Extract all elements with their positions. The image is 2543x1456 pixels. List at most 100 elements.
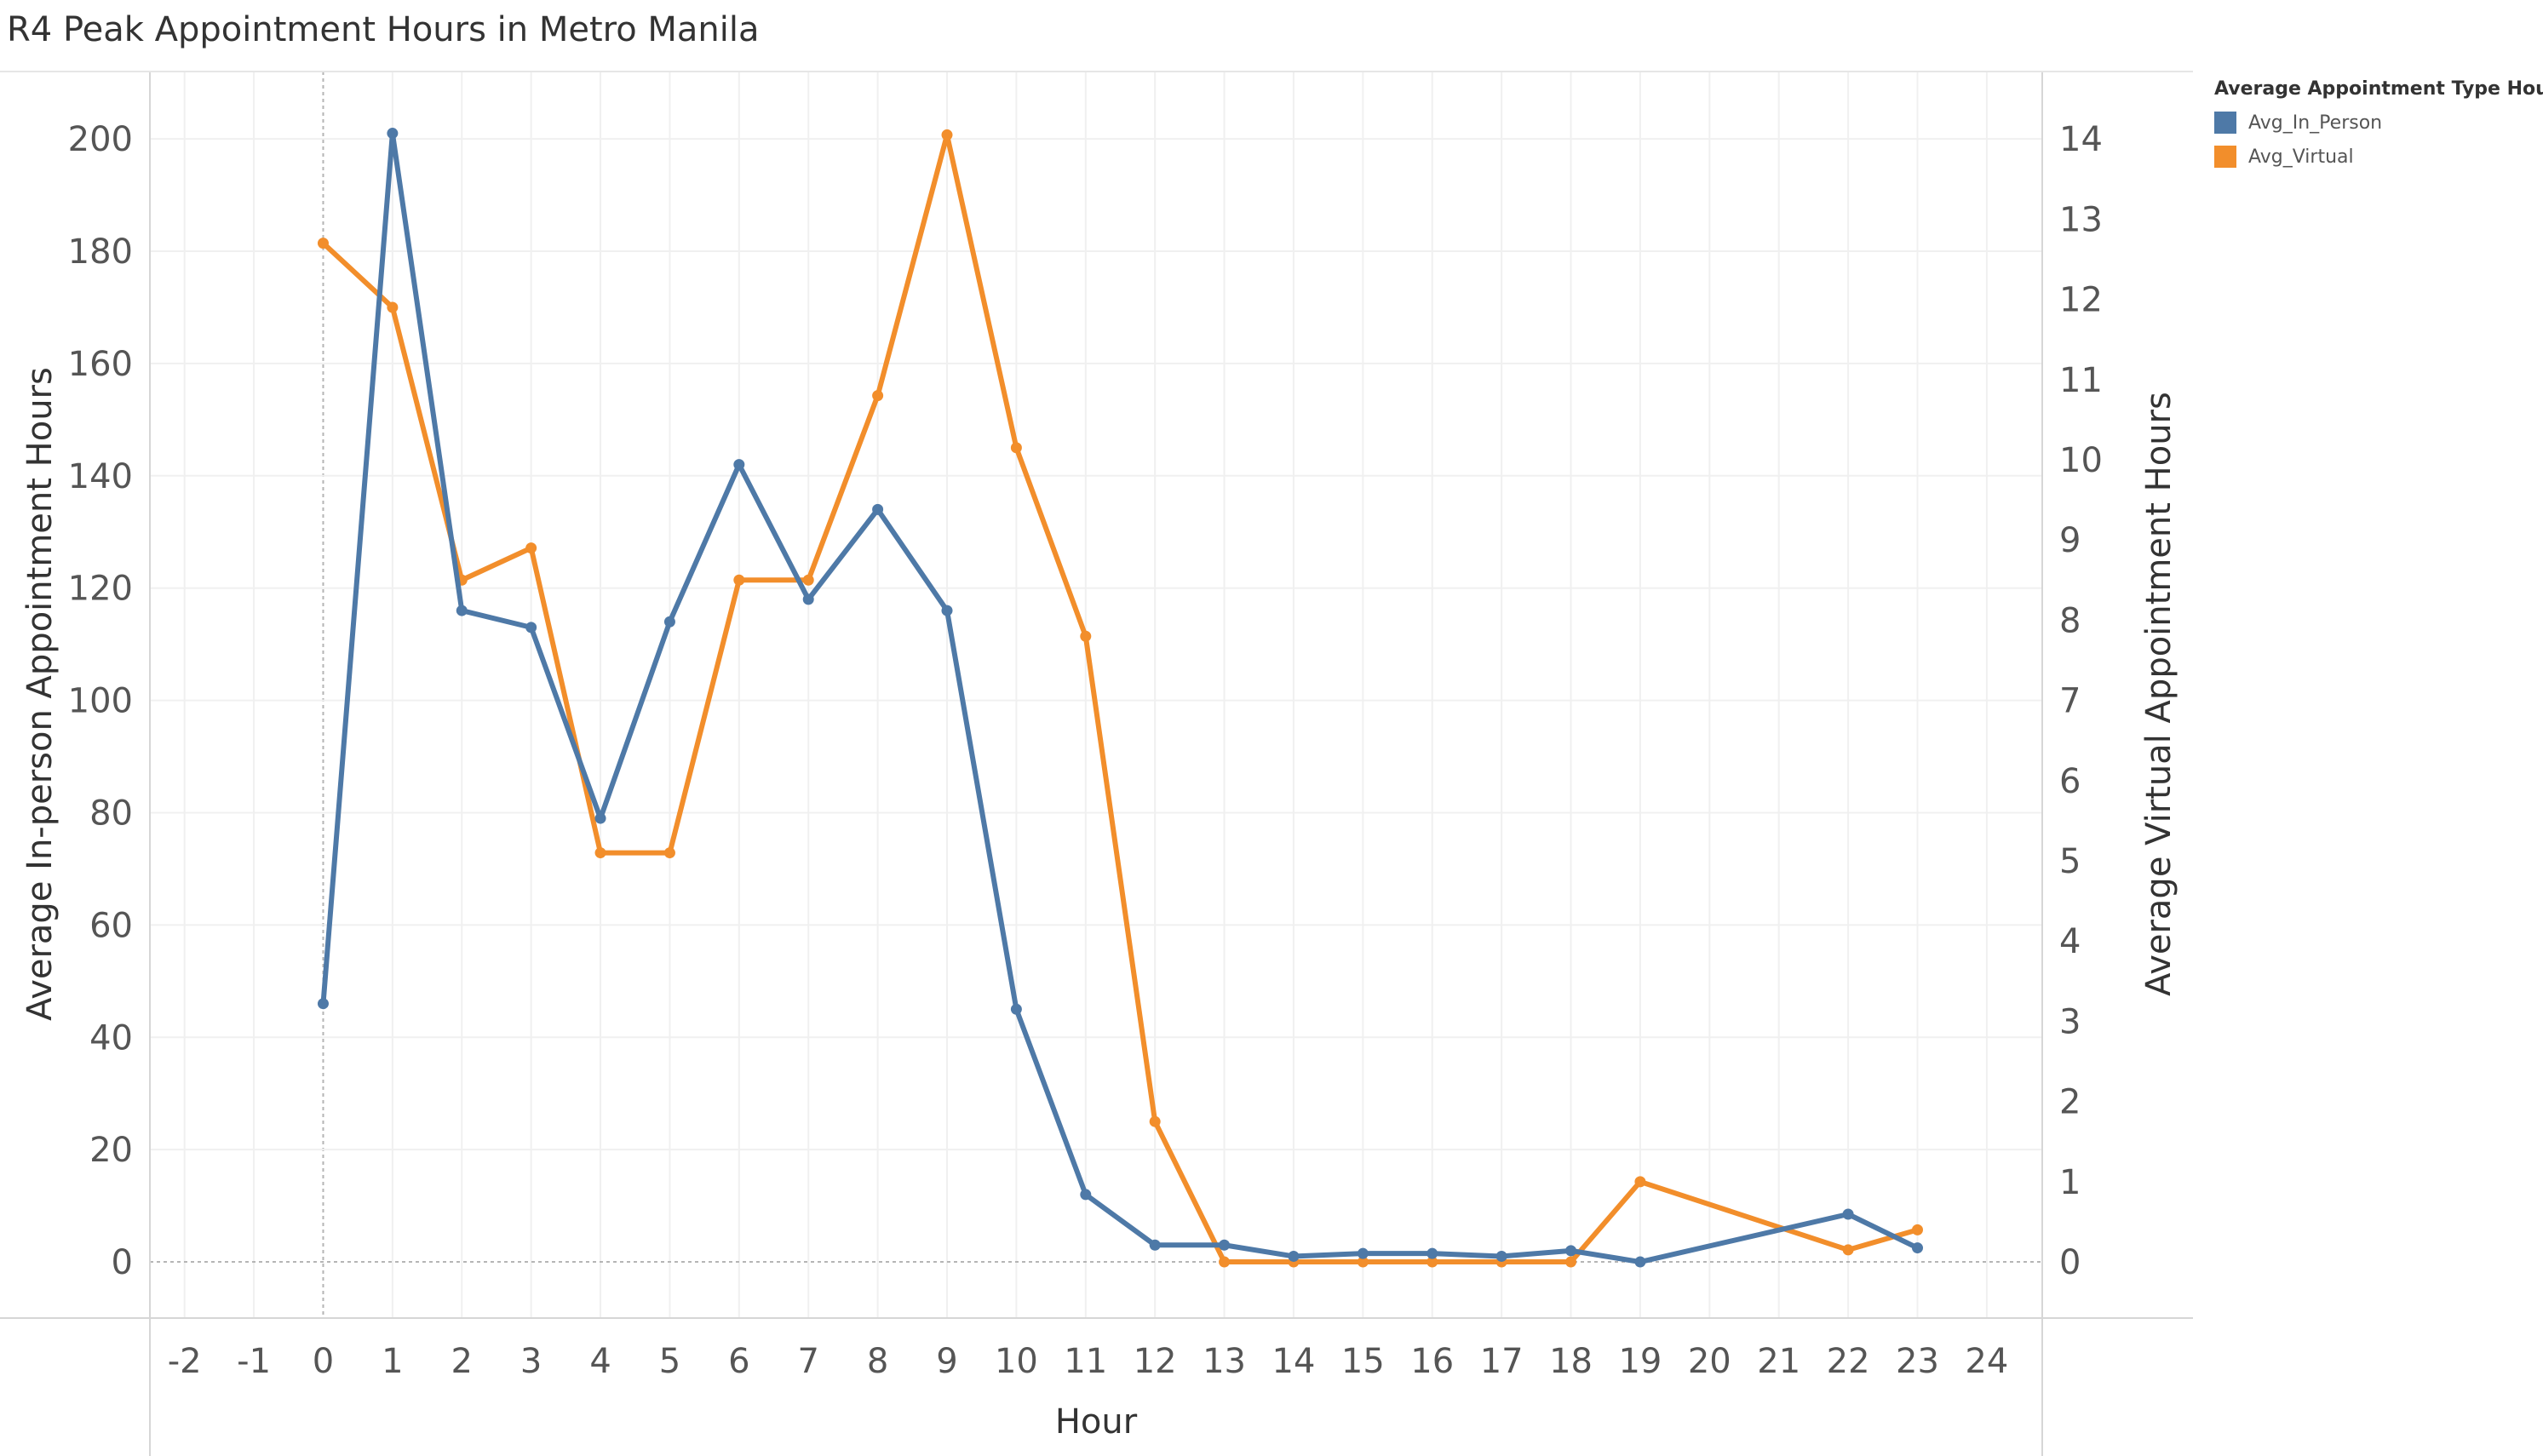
y-axis-left-label: Average In-person Appointment Hours [20,367,60,1021]
data-point-avg-virtual [663,847,675,859]
x-tick-label: 10 [995,1342,1038,1381]
y-left-tick-label: 40 [89,1018,133,1058]
data-point-avg-in-person [317,998,329,1010]
y-left-tick-label: 60 [89,906,133,945]
x-tick-label: 2 [451,1342,473,1381]
data-point-avg-in-person [802,593,814,605]
x-tick-label: 21 [1757,1342,1800,1381]
y-right-tick-label: 14 [2059,120,2103,159]
data-point-avg-virtual [1634,1176,1646,1188]
y-right-tick-label: 7 [2059,682,2081,721]
x-tick-label: 5 [659,1342,680,1381]
data-point-avg-in-person [1426,1247,1438,1259]
x-tick-label: 17 [1480,1342,1524,1381]
legend: Average Appointment Type Hours Avg_In_Pe… [2214,78,2543,168]
data-point-avg-virtual [1911,1224,1923,1235]
x-axis-label: Hour [1055,1402,1138,1442]
data-point-avg-virtual [387,301,399,313]
x-tick-label: 20 [1688,1342,1731,1381]
x-tick-label: 7 [797,1342,818,1381]
data-point-avg-in-person [1495,1250,1507,1262]
y-right-tick-label: 6 [2059,762,2081,801]
y-right-tick-label: 10 [2059,441,2103,480]
data-point-avg-in-person [1565,1245,1577,1257]
chart-title: R4 Peak Appointment Hours in Metro Manil… [7,10,760,49]
x-tick-label: 22 [1827,1342,1870,1381]
y-left-tick-label: 20 [89,1131,133,1170]
x-tick-label: 9 [936,1342,957,1381]
legend-title: Average Appointment Type Hours [2214,78,2543,100]
x-tick-label: 3 [520,1342,542,1381]
data-point-avg-in-person [525,622,537,633]
series-line-avg-virtual [320,132,1920,1265]
series-line-avg-in-person [320,130,1920,1265]
x-tick-label: 19 [1618,1342,1662,1381]
data-point-avg-in-person [1357,1247,1369,1259]
y-right-tick-label: 9 [2059,521,2081,560]
y-right-tick-label: 8 [2059,601,2081,640]
x-tick-label: 4 [589,1342,611,1381]
data-point-avg-in-person [941,605,953,616]
data-point-avg-in-person [594,812,606,824]
data-point-avg-virtual [802,574,814,586]
x-tick-label: -2 [168,1342,202,1381]
data-point-avg-in-person [1219,1239,1231,1251]
y-right-tick-label: 1 [2059,1163,2081,1202]
data-point-avg-in-person [1010,1003,1022,1015]
data-point-avg-virtual [872,390,884,402]
x-tick-label: -1 [237,1342,271,1381]
data-point-avg-virtual [941,129,953,140]
y-left-tick-label: 180 [68,232,133,272]
x-tick-label: 14 [1272,1342,1316,1381]
y-left-tick-label: 120 [68,570,133,609]
x-tick-label: 0 [313,1342,334,1381]
legend-swatch-virtual [2214,146,2236,168]
x-tick-label: 24 [1965,1342,2008,1381]
x-tick-label: 11 [1064,1342,1107,1381]
data-point-avg-virtual [1842,1244,1854,1256]
data-point-avg-in-person [663,616,675,628]
series-layer [317,128,1923,1268]
data-point-avg-in-person [733,459,745,471]
x-tick-label: 18 [1549,1342,1593,1381]
y-right-tick-label: 3 [2059,1002,2081,1041]
y-left-tick-label: 140 [68,457,133,496]
data-point-avg-in-person [872,503,884,515]
y-right-tick-label: 2 [2059,1083,2081,1122]
data-point-avg-in-person [456,605,468,616]
data-point-avg-in-person [1080,1189,1092,1201]
x-tick-label: 12 [1134,1342,1177,1381]
data-point-avg-virtual [733,574,745,586]
y-left-tick-label: 100 [68,682,133,721]
x-tick-label: 8 [867,1342,888,1381]
x-tick-label: 16 [1410,1342,1454,1381]
data-point-avg-in-person [1634,1256,1646,1268]
data-point-avg-virtual [1426,1256,1438,1268]
data-point-avg-virtual [1357,1256,1369,1268]
x-tick-label: 1 [382,1342,403,1381]
legend-item-virtual[interactable]: Avg_Virtual [2214,146,2543,168]
data-point-avg-virtual [1149,1115,1161,1127]
data-point-avg-in-person [1842,1208,1854,1220]
y-right-tick-label: 0 [2059,1243,2081,1282]
data-point-avg-in-person [1288,1250,1300,1262]
legend-item-in-person[interactable]: Avg_In_Person [2214,112,2543,134]
data-point-avg-virtual [317,238,329,249]
grid-lines [150,72,2042,1318]
y-right-tick-label: 4 [2059,922,2081,961]
data-point-avg-virtual [525,542,537,554]
data-point-avg-virtual [1010,442,1022,454]
data-point-avg-virtual [1219,1256,1231,1268]
y-left-tick-label: 160 [68,345,133,384]
y-right-tick-label: 11 [2059,361,2103,400]
y-right-tick-label: 5 [2059,842,2081,881]
legend-label-in-person: Avg_In_Person [2248,112,2383,134]
data-point-avg-virtual [1565,1256,1577,1268]
x-tick-label: 23 [1896,1342,1939,1381]
x-tick-label: 6 [728,1342,749,1381]
data-point-avg-in-person [1149,1239,1161,1251]
y-left-tick-label: 0 [112,1243,133,1282]
y-left-tick-label: 200 [68,120,133,159]
chart-frame [0,71,2193,1456]
